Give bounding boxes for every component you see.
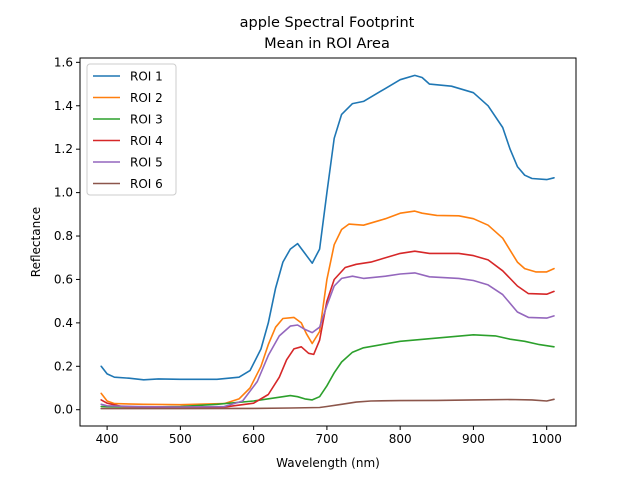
- axes-layer: [79, 57, 577, 427]
- x-tick-label: 600: [242, 432, 265, 446]
- legend: ROI 1 ROI 2 ROI 3 ROI 4 ROI 5 ROI 6: [86, 63, 177, 196]
- series-line-roi-5: [100, 272, 555, 408]
- series-line-roi-6: [100, 398, 555, 410]
- series-layer: [100, 74, 555, 410]
- x-tick-label: 400: [96, 432, 119, 446]
- legend-label-roi-4: ROI 4: [130, 134, 163, 148]
- y-tick-label: 0.2: [54, 359, 73, 373]
- legend-label-roi-1: ROI 1: [130, 70, 163, 84]
- y-axis-label: Reflectance: [29, 207, 43, 277]
- legend-label-roi-5: ROI 5: [130, 156, 163, 170]
- y-tick-label: 0.4: [54, 316, 73, 330]
- legend-label-roi-2: ROI 2: [130, 91, 163, 105]
- y-tick-label: 1.4: [54, 99, 73, 113]
- y-tick-label: 1.6: [54, 55, 73, 69]
- x-tick-label: 900: [462, 432, 485, 446]
- y-tick-label: 0.8: [54, 229, 73, 243]
- series-line-roi-1: [100, 74, 555, 381]
- legend-box: [86, 63, 177, 196]
- y-tick-label: 0.6: [54, 272, 73, 286]
- y-tick-label: 1.2: [54, 142, 73, 156]
- legend-label-roi-3: ROI 3: [130, 113, 163, 127]
- y-tick-label: 0.0: [54, 403, 73, 417]
- y-axis-ticks: 0.0 0.2 0.4 0.6 0.8 1.0 1.2 1.4 1.6: [54, 55, 80, 417]
- series-line-roi-2: [100, 210, 555, 406]
- y-tick-label: 1.0: [54, 186, 73, 200]
- chart-subtitle: Mean in ROI Area: [264, 36, 390, 52]
- series-line-roi-3: [100, 334, 555, 408]
- legend-label-roi-6: ROI 6: [130, 177, 163, 191]
- x-axis-ticks: 400 500 600 700 800 900 1000: [96, 426, 562, 446]
- x-tick-label: 800: [389, 432, 412, 446]
- x-tick-label: 500: [169, 432, 192, 446]
- x-axis-label: Wavelength (nm): [276, 456, 380, 470]
- chart-title: apple Spectral Footprint: [240, 15, 415, 31]
- x-tick-label: 700: [315, 432, 338, 446]
- plot-frame: [79, 57, 577, 427]
- x-tick-label: 1000: [531, 432, 562, 446]
